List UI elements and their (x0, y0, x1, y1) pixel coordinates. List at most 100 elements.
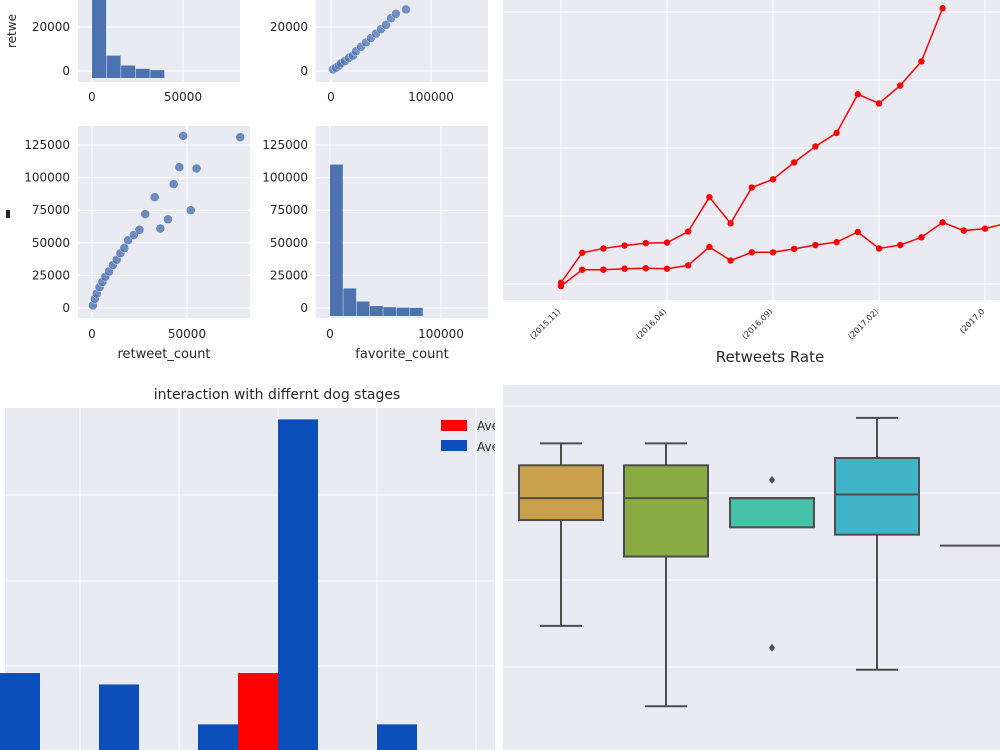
x-tick-label: (2017,02) (846, 307, 880, 341)
x-axis-label: Retweets Rate (716, 348, 824, 366)
histogram-bar (150, 70, 165, 78)
scatter-point (401, 4, 411, 15)
line-point (875, 100, 883, 107)
scatter-point (140, 209, 150, 219)
y-tick-label: 50000 (270, 236, 308, 250)
line-point (748, 184, 755, 191)
bar (198, 724, 238, 750)
scatter-point (163, 214, 173, 225)
line-point (642, 265, 649, 272)
chart-title: interaction with differnt dog stages (154, 387, 401, 403)
y-tick-label: 125000 (24, 138, 70, 152)
box-plot-panel (503, 385, 1000, 750)
line-point (621, 242, 628, 249)
x-tick-label: (2015,11) (528, 307, 562, 341)
x-tick-label: 50000 (168, 327, 206, 341)
y-tick-label: 20000 (270, 20, 308, 34)
x-tick-label: (2017,0 (958, 307, 986, 335)
legend-label-red: Ave (477, 419, 499, 433)
line-point (897, 241, 904, 249)
histogram-bar (396, 307, 410, 316)
line-point (727, 257, 734, 264)
x-tick-label: 0 (326, 327, 334, 341)
plot-background (78, 126, 250, 318)
line-point (960, 227, 967, 234)
line-point (663, 239, 671, 246)
y-tick-label: 0 (62, 64, 70, 78)
histogram-bar (330, 164, 343, 316)
box (834, 457, 920, 536)
histogram-bar (92, 0, 107, 78)
line-point (557, 282, 565, 290)
scatter-point (155, 223, 166, 234)
line-point (600, 266, 607, 273)
line-point (791, 159, 798, 166)
line-point (769, 176, 777, 183)
line-point (600, 245, 607, 252)
box (623, 464, 709, 558)
line-point (727, 220, 734, 227)
line-series (560, 221, 1000, 287)
line-point (685, 228, 692, 235)
histogram-bar (343, 288, 357, 316)
panel-divider (495, 0, 503, 750)
line-point (579, 266, 586, 273)
y-tick-label: 75000 (32, 203, 70, 217)
y-label-fragment (6, 210, 10, 218)
histogram-bar (383, 307, 397, 316)
histogram-bar (121, 65, 136, 78)
line-point (897, 82, 904, 89)
pair-bottom-right-hist: 0 25000 50000 75000 100000 125000 0 100000 favo… (262, 126, 488, 362)
scatter-point (191, 163, 202, 174)
line-point (685, 262, 692, 269)
histogram-bar (356, 301, 370, 316)
line-point (663, 265, 671, 272)
plot-background (316, 0, 488, 82)
x-tick-label: 0 (88, 90, 96, 104)
bar (0, 673, 40, 750)
line-point (833, 129, 840, 137)
y-tick-label: 25000 (270, 268, 308, 282)
scatter-point (391, 9, 401, 19)
scatter-point (174, 162, 185, 172)
line-point (939, 5, 946, 12)
y-tick-label: 0 (62, 301, 70, 315)
x-axis-label: favorite_count (355, 347, 448, 362)
scatter-point (178, 131, 188, 141)
pair-top-left-hist: 0 20000 0 50000 retwe (5, 0, 240, 104)
box (729, 497, 815, 529)
x-tick-label: 50000 (164, 90, 202, 104)
y-tick-label: 0 (300, 301, 308, 315)
x-tick-label: (2016,09) (740, 307, 774, 341)
line-point (812, 143, 819, 150)
bar (278, 419, 318, 750)
line-point (579, 249, 586, 256)
x-tick-label: 0 (327, 90, 335, 104)
histogram-bar (135, 68, 150, 78)
scatter-point (119, 243, 130, 253)
y-tick-label: 20000 (32, 20, 70, 34)
histogram-bar (106, 55, 121, 78)
box (518, 464, 604, 522)
bar (99, 684, 139, 750)
y-tick-label: 25000 (32, 268, 70, 282)
plot-background (316, 126, 488, 318)
y-tick-label: 125000 (262, 138, 308, 152)
y-tick-label: 0 (300, 64, 308, 78)
line-point (812, 241, 819, 249)
line-point (706, 243, 713, 251)
y-tick-label: 50000 (32, 236, 70, 250)
pair-bottom-left-scatter: 0 25000 50000 75000 100000 125000 0 50000 retwe… (6, 126, 250, 362)
x-axis-label: retweet_count (117, 347, 210, 362)
x-tick-label: 100000 (418, 327, 464, 341)
scatter-point (186, 205, 196, 215)
legend-swatch-blue (441, 440, 467, 451)
line-point (918, 58, 925, 65)
outlier-marker (769, 643, 775, 652)
plot-background (503, 385, 1000, 750)
line-point (854, 91, 861, 98)
line-point (748, 249, 755, 256)
bar-chart-panel: interaction with differnt dog stages Ave… (0, 387, 499, 750)
legend-label-blue: Ave (477, 440, 499, 454)
scatter-point (381, 20, 391, 30)
